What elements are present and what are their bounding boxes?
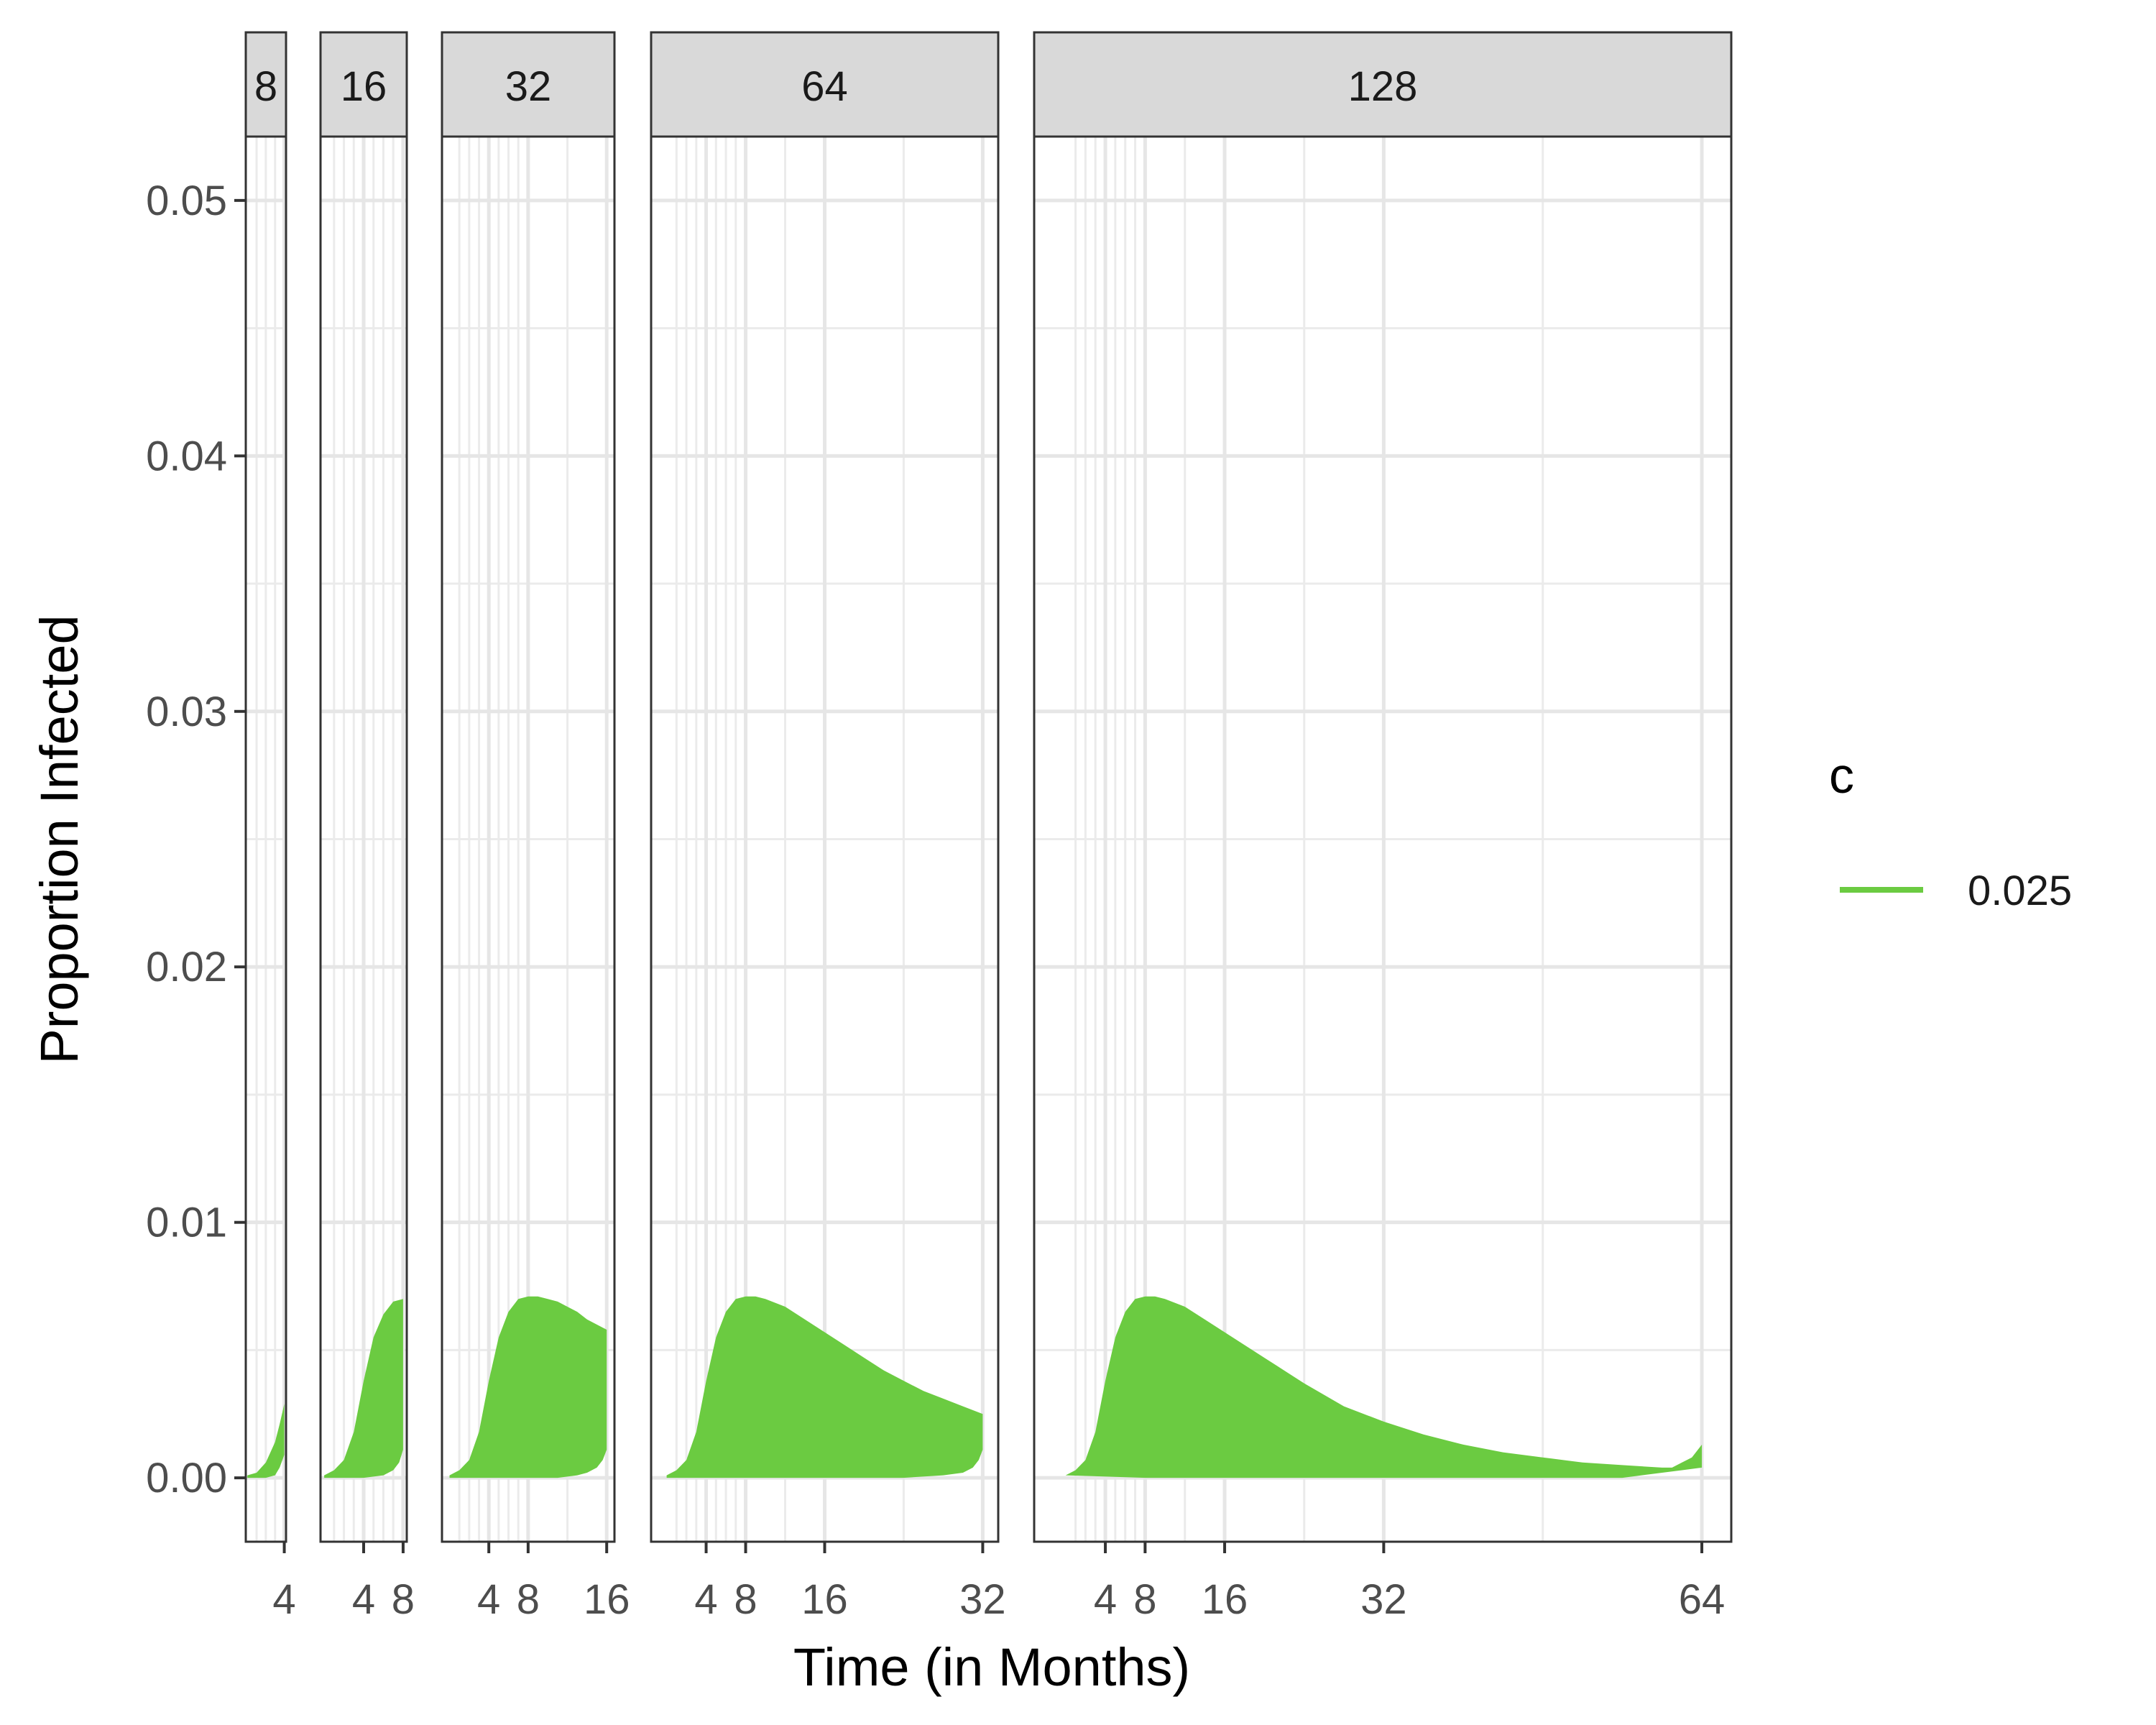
x-tick-label: 4 [477,1576,500,1623]
facet-strip-label: 8 [254,63,277,110]
legend-label: 0.025 [1968,868,2072,914]
ribbon-area-64 [666,1296,983,1478]
x-tick-label: 8 [517,1576,540,1623]
y-axis: 0.00 0.01 0.02 0.03 0.04 0.05 [146,178,246,1501]
x-tick-label: 4 [352,1576,375,1623]
ribbon-area-8 [247,1404,285,1478]
ribbon-area-32 [449,1296,607,1478]
y-tick-label: 0.04 [146,433,227,479]
facet-strip-label: 64 [801,63,848,110]
facet-panel-128: 128 4 8 16 32 64 [1033,31,1733,1623]
x-tick-label: 16 [801,1576,848,1623]
x-tick-label: 8 [734,1576,757,1623]
facet-panel-32: 32 4 8 16 [441,31,630,1623]
facet-strip [244,31,287,138]
facet-strip [319,31,408,138]
x-tick-label: 16 [1202,1576,1248,1623]
y-tick-label: 0.00 [146,1455,227,1501]
ribbon-area-128 [1065,1296,1703,1478]
x-tick-label: 32 [959,1576,1006,1623]
facet-strip-label: 32 [505,63,552,110]
ribbon-area-16 [324,1299,403,1478]
x-axis-title: Time (in Months) [793,1637,1190,1697]
x-tick-label: 16 [584,1576,630,1623]
y-tick-label: 0.03 [146,689,227,735]
facet-strip-label: 16 [341,63,387,110]
facet-strip [441,31,616,138]
facet-strip-label: 128 [1348,63,1418,110]
x-tick-label: 32 [1360,1576,1407,1623]
y-axis-title: Proportion Infected [29,615,89,1064]
x-tick-label: 8 [1133,1576,1156,1623]
facet-strip [650,31,1000,138]
facet-strip [1033,31,1733,138]
x-tick-label: 64 [1679,1576,1726,1623]
facet-panel-16: 164 8 [319,31,415,1623]
y-tick-label: 0.01 [146,1200,227,1246]
x-tick-label: 8 [392,1576,415,1623]
legend-title: c [1829,748,1854,804]
x-tick-label: 4 [694,1576,717,1623]
x-tick-label: 4 [1094,1576,1117,1623]
legend: c 0.025 [1829,748,2072,914]
facet-panel-64: 64 4 8 16 32 [650,31,1006,1623]
x-tick-label: 4 [272,1576,295,1623]
facet-panel-8: 84 [244,31,296,1623]
y-tick-label: 0.05 [146,178,227,224]
y-tick-label: 0.02 [146,944,227,990]
